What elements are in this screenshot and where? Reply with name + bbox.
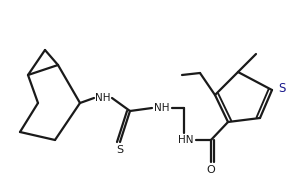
Text: NH: NH (154, 103, 170, 113)
Text: NH: NH (95, 93, 111, 103)
Text: S: S (116, 145, 124, 155)
Text: HN: HN (178, 135, 194, 145)
Text: S: S (278, 81, 285, 94)
Text: O: O (206, 165, 215, 175)
